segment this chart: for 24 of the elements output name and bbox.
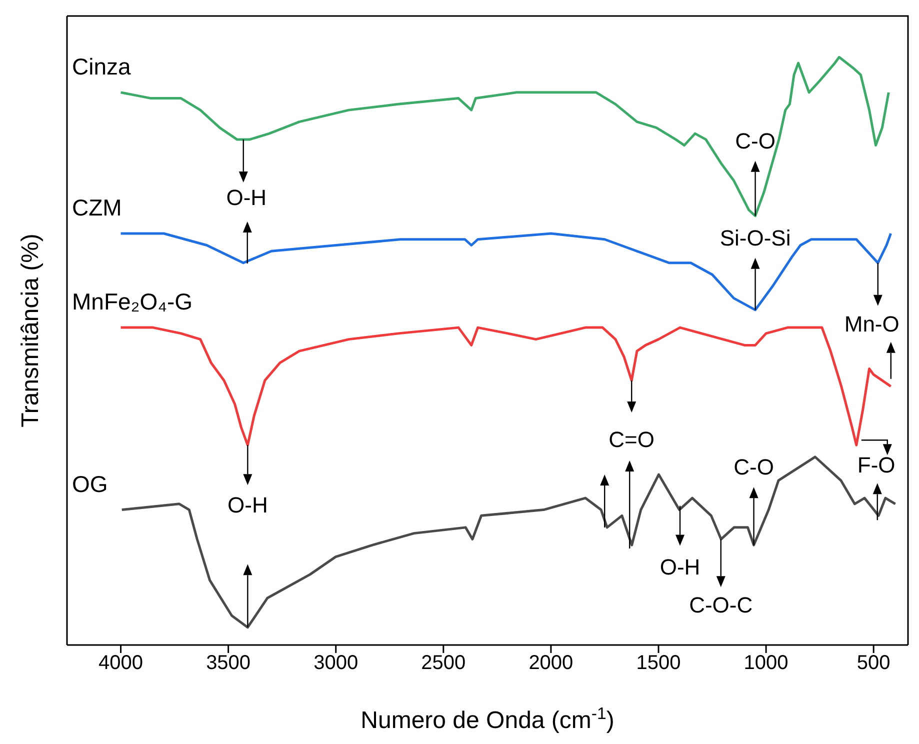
annotation: C-O [734, 454, 774, 480]
annotation: O-H [660, 554, 700, 580]
x-tick-label: 1500 [636, 652, 681, 674]
annotation: Mn-O [844, 311, 900, 336]
x-axis-title: Numero de Onda (cm$^{-1}$) [360, 704, 614, 734]
x-tick-label: 1000 [744, 652, 788, 674]
annotation: C-O [735, 128, 776, 154]
x-tick-label: 500 [856, 652, 890, 674]
annotation: O-H [228, 492, 268, 518]
annotation: Si-O-Si [720, 225, 791, 250]
series-label: OG [72, 470, 108, 497]
annotation: C-O-C [689, 592, 753, 618]
x-tick-label: 3000 [314, 652, 358, 674]
x-tick-label: 2500 [421, 652, 466, 674]
x-tick-label: 4000 [98, 652, 144, 674]
annotation: F-O [857, 452, 896, 478]
x-tick-label: 3500 [206, 652, 251, 674]
series-label: CZM [72, 194, 122, 221]
series-label: MnFe₂O₄-G [72, 288, 193, 315]
annotation: O-H [226, 184, 267, 210]
series-label: Cinza [72, 53, 132, 80]
annotation: C=O [608, 426, 655, 452]
x-tick-label: 2000 [528, 652, 574, 674]
y-axis-title: Transmitância (%) [16, 234, 44, 428]
